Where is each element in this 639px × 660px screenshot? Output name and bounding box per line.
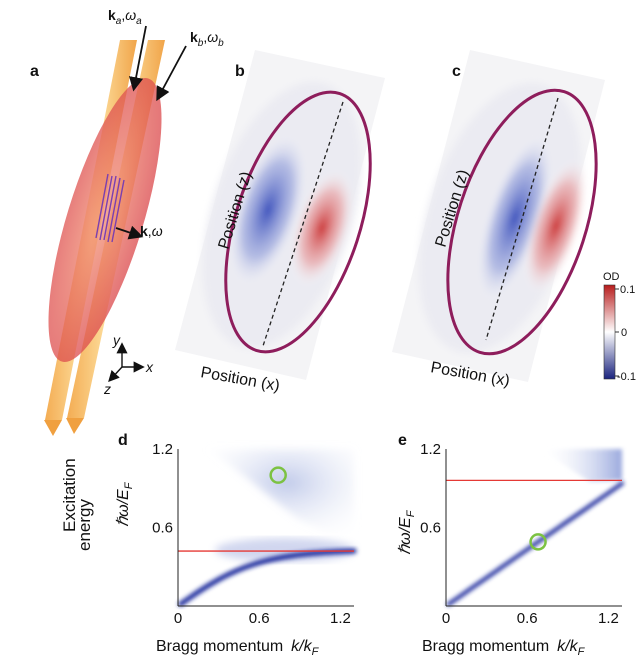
plot-e-xtick-0: 0 bbox=[442, 610, 450, 627]
plot-d-xtick-0: 0 bbox=[174, 610, 182, 627]
svg-text:ka,ωa: ka,ωa bbox=[108, 7, 142, 27]
panel-label-b: b bbox=[235, 63, 245, 80]
panel-e: e 0 0.6 1.2 0.6 1.2 ℏω/EF Bragg momentum… bbox=[397, 432, 624, 658]
plot-d-dispersion bbox=[178, 548, 357, 607]
image-b-outline bbox=[224, 90, 372, 354]
image-c-outline bbox=[446, 88, 598, 356]
axis-y-label: y bbox=[112, 332, 121, 348]
plot-d-xtick-2: 1.2 bbox=[330, 610, 351, 627]
excitation-label: k,ω bbox=[115, 223, 163, 240]
colorbar-title: OD bbox=[603, 271, 620, 283]
image-b-axis-dashed bbox=[262, 101, 344, 347]
panel-b: b Position (z) Position (x) bbox=[175, 50, 385, 395]
image-c-axis-dashed bbox=[485, 97, 559, 341]
density-wave-lines bbox=[95, 173, 125, 243]
panel-label-e: e bbox=[398, 432, 407, 449]
plot-d-ylabel-line2: energy bbox=[75, 499, 94, 551]
plot-d-continuum bbox=[206, 449, 355, 562]
panel-label-c: c bbox=[452, 63, 461, 80]
plot-d-xtick-1: 0.6 bbox=[249, 610, 270, 627]
panel-d: d 0 0.6 1.2 0.6 1.2 Excitation energy ℏω… bbox=[60, 432, 357, 658]
plot-e-ytick-0: 0.6 bbox=[420, 520, 441, 537]
plot-d-ylabel-symbol: ℏω/EF bbox=[115, 481, 135, 527]
plot-d-marker bbox=[269, 466, 287, 484]
svg-text:kb,ωb: kb,ωb bbox=[190, 29, 224, 49]
image-b-density bbox=[202, 81, 362, 349]
coordinate-axes bbox=[108, 342, 145, 383]
colorbar-tick-mid: 0 bbox=[621, 327, 627, 339]
svg-text:k,ω: k,ω bbox=[140, 223, 163, 239]
axis-z-label: z bbox=[103, 381, 111, 397]
atom-cloud bbox=[48, 78, 162, 362]
panel-c: c Position (z) Position (x) bbox=[392, 50, 605, 390]
plot-d-xlabel: Bragg momentum k/kF bbox=[156, 638, 320, 658]
panel-label-a: a bbox=[30, 63, 39, 80]
beam-b-label: kb,ωb bbox=[156, 29, 224, 102]
plot-e-xtick-2: 1.2 bbox=[598, 610, 619, 627]
plot-e-ylabel-symbol: ℏω/EF bbox=[397, 509, 417, 555]
plot-e-continuum bbox=[540, 449, 622, 482]
axis-x-label: x bbox=[145, 359, 154, 375]
plot-e-marker bbox=[529, 533, 547, 551]
colorbar-tick-high: 0.1 bbox=[620, 284, 635, 296]
plot-e-ytick-1: 1.2 bbox=[420, 441, 441, 458]
plot-e-dispersion bbox=[446, 481, 624, 607]
colorbar: OD 0.1 0 -0.1 bbox=[603, 271, 636, 383]
panel-label-d: d bbox=[118, 432, 128, 449]
plot-d-ytick-0: 0.6 bbox=[152, 520, 173, 537]
plot-d-ytick-1: 1.2 bbox=[152, 441, 173, 458]
beam-a-label: ka,ωa bbox=[108, 7, 147, 92]
panel-a: a ka,ωa kb,ωb bbox=[30, 7, 224, 436]
plot-e-xtick-1: 0.6 bbox=[517, 610, 538, 627]
plot-e-xlabel: Bragg momentum k/kF bbox=[422, 638, 586, 658]
plot-d-ylabel-line1: Excitation bbox=[60, 458, 79, 532]
colorbar-tick-low: -0.1 bbox=[617, 371, 636, 383]
